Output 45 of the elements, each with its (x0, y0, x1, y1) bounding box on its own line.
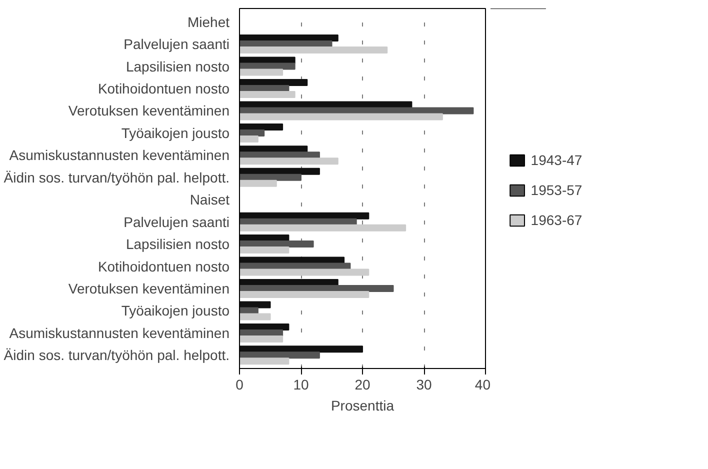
y-tick-label: Verotuksen keventäminen (68, 102, 230, 119)
y-tick-label: Työaikojen jousto (121, 302, 230, 319)
x-axis-title: Prosenttia (330, 398, 394, 414)
bar (240, 68, 284, 76)
legend-label: 1943-47 (530, 152, 582, 168)
bar (240, 91, 296, 98)
y-tick-label: Kotihoidontuen nosto (98, 258, 230, 274)
x-tick-label: 40 (474, 376, 491, 392)
bar (240, 113, 443, 120)
bar (240, 301, 271, 308)
y-tick-label: Asumiskustannusten keventäminen (9, 147, 230, 164)
y-tick-label: Naiset (190, 192, 230, 208)
bar (240, 358, 290, 365)
bar (240, 268, 370, 276)
legend-label: 1963-67 (530, 212, 582, 228)
y-tick-label: Palvelujen saanti (124, 214, 230, 230)
y-tick-label: Äidin sos. turvan/työhön pal. helpott. (4, 347, 230, 364)
bar (240, 246, 290, 254)
y-tick-label: Lapsilisien nosto (126, 236, 230, 252)
bar (240, 352, 320, 359)
x-tick-label: 30 (416, 376, 432, 392)
y-tick-label: Miehet (187, 14, 230, 30)
y-tick-label: Työaikojen jousto (121, 124, 230, 141)
bar (240, 123, 284, 130)
x-tick-label: 20 (354, 376, 370, 392)
bar (240, 335, 284, 342)
x-tick-label: 10 (293, 376, 309, 392)
bar (240, 313, 271, 320)
y-tick-label: Palvelujen saanti (124, 36, 230, 52)
bar (240, 291, 370, 298)
bar (240, 135, 258, 142)
bar (240, 346, 363, 353)
y-tick-label: Verotuksen keventäminen (68, 280, 230, 296)
bar (240, 46, 388, 54)
bar (240, 158, 338, 165)
bar (240, 174, 302, 181)
bar (240, 180, 277, 187)
legend-label: 1953-57 (530, 182, 582, 198)
y-tick-label: Äidin sos. turvan/työhön pal. helpott. (4, 169, 230, 186)
bar (240, 240, 314, 248)
y-tick-label: Asumiskustannusten keventäminen (9, 324, 230, 341)
x-tick-label: 0 (236, 376, 244, 392)
y-tick-label: Lapsilisien nosto (126, 58, 230, 74)
bar (240, 224, 406, 232)
y-tick-label: Kotihoidontuen nosto (98, 80, 230, 96)
